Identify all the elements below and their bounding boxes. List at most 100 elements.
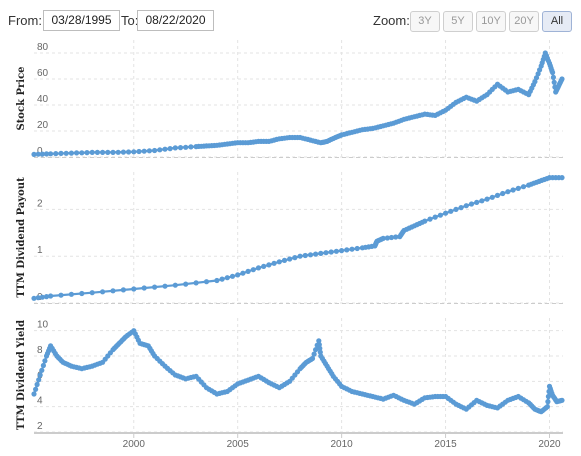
stock-price-point [105,149,111,155]
dividend-payout-point [31,295,37,301]
dividend-yield-ytick-label: 8 [37,345,43,356]
from-label: From: [8,13,42,28]
toolbar: From: To: Zoom: 3Y 5Y 10Y 20Y All [0,0,581,40]
stock-price-ytick-label: 60 [37,68,49,79]
stock-price-point [136,148,142,155]
stock-price-point [63,150,69,156]
dividend-payout-point [388,234,395,241]
dividend-payout-series-line [33,176,562,300]
dividend-payout-point [68,291,74,297]
dividend-yield-point [545,399,551,405]
dividend-payout-point [162,283,168,289]
stock-price-point [43,151,50,157]
stock-price-point [177,145,184,151]
dividend-payout-point [318,250,324,256]
dividend-payout-point [271,260,277,266]
dividend-yield-point [36,377,42,383]
stock-price-point [120,149,126,155]
stock-price-point [162,146,168,152]
dividend-payout-point [48,293,54,299]
dividend-payout-ytick-label: 1 [37,245,43,256]
dividend-payout-point [328,249,334,255]
dividend-yield-point [317,345,323,351]
from-date-input[interactable] [43,10,120,31]
zoom-10y-button[interactable]: 10Y [476,11,506,32]
stock-price-point [48,151,54,157]
zoom-20y-button[interactable]: 20Y [509,11,539,32]
stock-price-point [126,149,132,155]
dividend-payout-point [35,295,41,301]
stock-price-point [94,149,100,155]
dividend-payout-point [453,206,459,212]
stock-price-point [172,145,178,151]
dividend-yield-point [317,349,323,355]
dividend-payout-ytick-label: 2 [37,198,43,209]
to-date-input[interactable] [137,10,214,31]
dividend-payout-point [224,275,230,281]
dividend-yield-ytick-label: 10 [37,320,49,331]
dividend-yield-point [316,342,322,348]
dividend-payout-point [255,265,262,271]
dividend-yield-point [311,351,317,357]
dividend-yield-point [31,391,37,397]
stock-price-point [58,150,64,156]
dividend-payout-point [422,218,428,224]
dividend-payout-point [463,203,469,209]
dividend-payout-point [494,192,501,198]
stock-price-point [141,148,147,154]
zoom-3y-button[interactable]: 3Y [410,11,440,32]
stock-price-point [53,151,59,157]
dividend-payout-point [276,259,282,265]
stock-price-point [79,150,85,156]
dividend-payout-point [235,272,241,278]
dividend-payout-point [245,268,251,274]
dividend-payout-point [287,256,293,262]
dividend-payout-point [458,205,464,211]
dividend-yield-point [544,404,551,410]
dividend-payout-point [120,287,126,293]
dividend-payout-point [437,212,443,218]
dividend-payout-point [297,253,303,259]
dividend-payout-point [261,263,267,269]
zoom-label: Zoom: [373,13,410,28]
dividend-payout-point [559,175,565,181]
dividend-payout-point [229,273,236,279]
dividend-payout-point [183,281,189,287]
dividend-yield-point [40,362,47,369]
x-axis-tick-label: 2020 [538,439,561,450]
stock-price-point [550,69,556,76]
dividend-payout-point [110,288,116,294]
stock-price-point [532,79,538,85]
stock-price-point [183,144,189,150]
dividend-payout-point [520,184,527,190]
stock-price-point [68,150,74,156]
dividend-payout-point [515,185,521,191]
dividend-payout-point [427,216,433,222]
dividend-payout-point [484,196,490,202]
dividend-payout-point [203,279,210,285]
to-label: To: [121,13,139,28]
dividend-yield-axis-title: TTM Dividend Yield [16,320,27,430]
stock-price-ytick-label: 0 [37,146,43,157]
dividend-payout-point [432,214,438,220]
zoom-all-button[interactable]: All [542,11,572,32]
stock-price-point [84,150,90,156]
stock-price-ytick-label: 80 [37,42,49,53]
zoom-5y-button[interactable]: 5Y [443,11,473,32]
x-axis-tick-label: 2015 [434,439,457,450]
dividend-payout-point [214,277,220,284]
dividend-payout-point [344,247,350,253]
stock-price-point [35,151,41,157]
dividend-payout-point [500,190,506,197]
dividend-yield-point [34,381,40,388]
stock-price-point [188,144,194,150]
dividend-payout-point [505,189,511,195]
stock-price-point [89,149,95,155]
stock-price-point [157,147,163,153]
stock-price-point [559,76,565,82]
dividend-payout-point [240,270,246,276]
dividend-payout-point [354,245,360,252]
dividend-payout-point [448,208,454,214]
dividend-payout-point [468,201,475,207]
